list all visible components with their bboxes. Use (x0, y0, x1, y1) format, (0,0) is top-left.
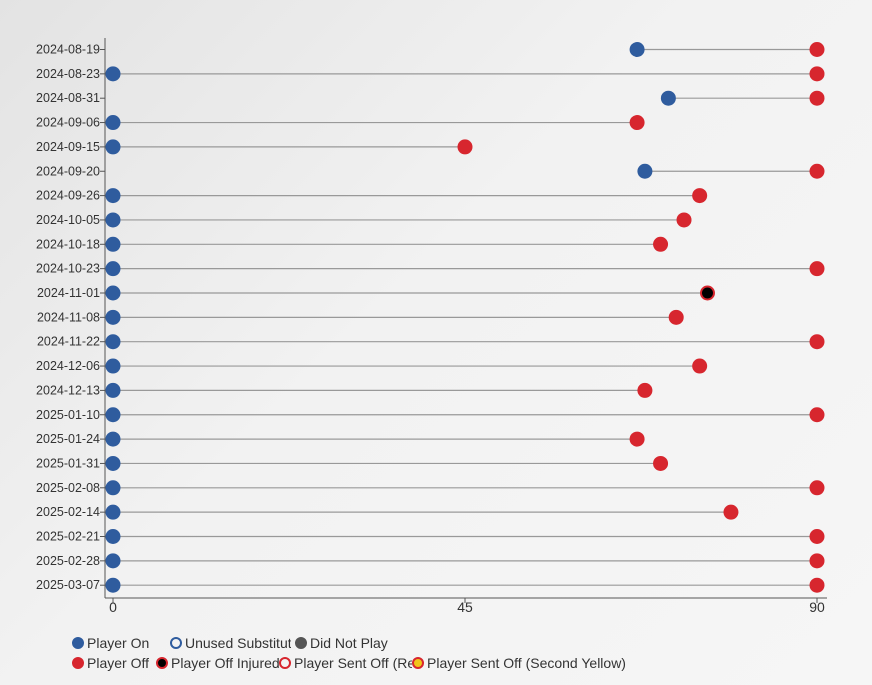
player-off-point (629, 115, 645, 131)
player-off-point (637, 382, 653, 398)
y-tick-label: 2024-09-20 (36, 164, 100, 178)
player-off-point (809, 42, 825, 57)
second-yellow-swatch-icon (412, 657, 424, 669)
legend-item-player-off: Player Off (72, 655, 156, 671)
legend-item-player-on: Player On (72, 635, 170, 651)
player-off-point (809, 66, 825, 82)
player-on-point (105, 309, 121, 325)
player-off-point (809, 577, 825, 593)
player-off-point (653, 236, 669, 252)
x-tick-label: 0 (109, 599, 117, 615)
x-tick-label: 45 (457, 599, 473, 615)
player-on-point (105, 66, 121, 82)
legend-item-player-sent-off-red: Player Sent Off (Red Card) (279, 655, 412, 671)
unused-substitute-swatch-icon (170, 637, 182, 649)
legend-row-1: Player On Unused Substitute Did Not Play (72, 633, 832, 653)
y-tick-label: 2024-09-26 (36, 189, 100, 203)
player-off-point (809, 90, 825, 106)
player-on-point (105, 529, 121, 544)
player-on-point (105, 480, 121, 496)
player-off-point (809, 553, 825, 569)
player-on-point (105, 139, 121, 155)
player-off-point (653, 455, 669, 471)
y-tick-label: 2024-08-31 (36, 91, 100, 105)
player-off-point (692, 188, 708, 204)
player-on-point (105, 212, 121, 228)
legend: Player On Unused Substitute Did Not Play… (72, 633, 832, 673)
did-not-play-swatch-icon (295, 637, 307, 649)
player-off-injured-point (699, 285, 715, 301)
legend-label: Unused Substitute (185, 635, 291, 651)
y-tick-label: 2024-11-01 (37, 286, 100, 300)
player-off-swatch-icon (72, 657, 84, 669)
player-off-point (809, 407, 825, 423)
y-tick-label: 2025-02-21 (36, 530, 100, 544)
player-off-point (676, 212, 692, 228)
player-on-point (105, 553, 121, 569)
player-on-point (105, 577, 121, 593)
player-on-point (105, 285, 121, 301)
y-tick-label: 2024-12-06 (36, 359, 100, 373)
y-tick-label: 2024-10-23 (36, 262, 100, 276)
player-off-point (692, 358, 708, 374)
y-tick-label: 2025-01-24 (36, 432, 100, 446)
y-tick-label: 2024-10-05 (36, 213, 100, 227)
player-on-point (105, 358, 121, 374)
y-tick-label: 2024-11-22 (37, 335, 100, 349)
player-on-point (105, 188, 121, 204)
player-on-point (105, 382, 121, 398)
legend-label: Did Not Play (310, 635, 388, 651)
legend-item-player-sent-off-second-yellow: Player Sent Off (Second Yellow) (412, 655, 642, 671)
player-off-point (723, 504, 739, 520)
y-tick-label: 2025-02-28 (36, 554, 100, 568)
y-tick-label: 2024-08-23 (36, 67, 100, 81)
y-tick-label: 2025-01-10 (36, 408, 100, 422)
player-on-point (105, 407, 121, 423)
y-tick-label: 2024-10-18 (36, 237, 100, 251)
legend-label: Player On (87, 635, 150, 651)
player-on-point (105, 334, 121, 350)
y-tick-label: 2025-01-31 (36, 456, 100, 470)
player-off-point (809, 261, 825, 277)
player-on-point (660, 90, 676, 106)
y-tick-label: 2024-12-13 (36, 383, 100, 397)
chart-svg: 2024-08-19 2024-08-23 2024-08-31 2024-09-06… (36, 38, 827, 615)
player-on-point (637, 163, 653, 179)
legend-item-did-not-play: Did Not Play (295, 635, 415, 651)
player-on-swatch-icon (72, 637, 84, 649)
legend-label: Player Off Injured (171, 655, 279, 671)
player-off-point (809, 480, 825, 496)
player-on-point (629, 42, 645, 57)
red-card-swatch-icon (279, 657, 291, 669)
y-tick-label: 2024-08-19 (36, 43, 100, 57)
y-tick-label: 2024-11-08 (37, 310, 100, 324)
player-on-point (105, 236, 121, 252)
y-tick-label: 2025-03-07 (36, 578, 100, 592)
y-tick-label: 2024-09-06 (36, 116, 100, 130)
legend-label: Player Off (87, 655, 149, 671)
player-on-point (105, 431, 121, 447)
legend-label: Player Sent Off (Second Yellow) (427, 655, 626, 671)
player-off-point (809, 163, 825, 179)
y-tick-label: 2025-02-08 (36, 481, 100, 495)
legend-label: Player Sent Off (Red Card) (294, 655, 412, 671)
player-on-point (105, 261, 121, 277)
player-off-point (457, 139, 473, 155)
y-tick-label: 2024-09-15 (36, 140, 100, 154)
player-on-point (105, 455, 121, 471)
player-on-point (105, 504, 121, 520)
x-tick-label: 90 (809, 599, 825, 615)
player-off-point (629, 431, 645, 447)
legend-item-player-off-injured: Player Off Injured (156, 655, 279, 671)
player-off-injured-swatch-icon (156, 657, 168, 669)
player-off-point (668, 309, 684, 325)
legend-row-2: Player Off Player Off Injured Player Sen… (72, 653, 832, 673)
player-off-point (809, 529, 825, 544)
player-off-point (809, 334, 825, 350)
player-on-point (105, 115, 121, 131)
legend-item-unused-substitute: Unused Substitute (170, 635, 295, 651)
y-tick-label: 2025-02-14 (36, 505, 100, 519)
